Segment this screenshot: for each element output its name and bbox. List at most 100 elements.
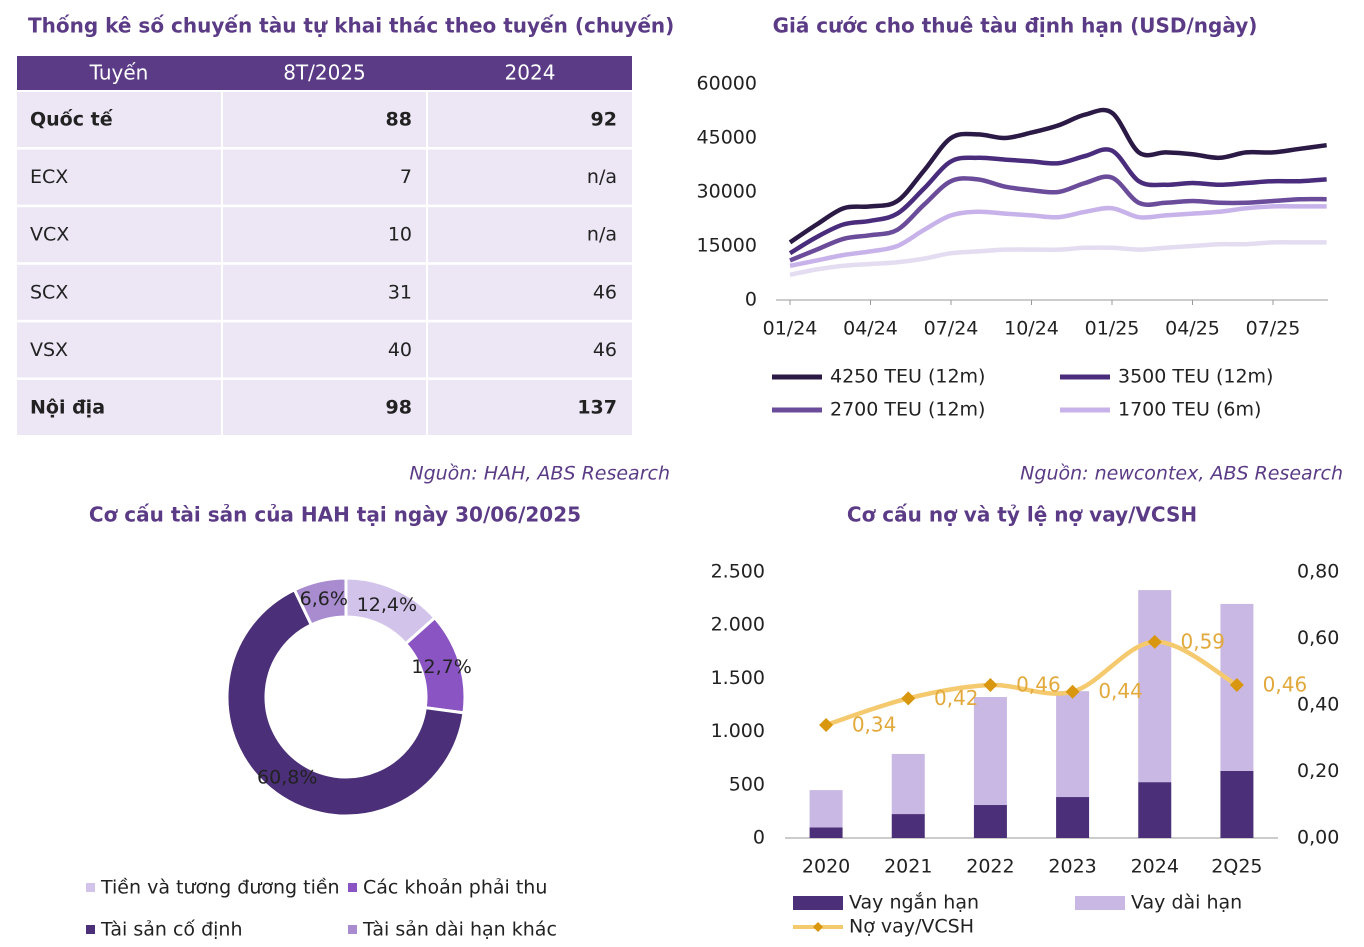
ratio-marker <box>1229 678 1244 693</box>
table-cell <box>17 149 221 205</box>
x-tick-label: 2Q25 <box>1211 856 1262 878</box>
y-tick-label: 1.500 <box>711 667 765 689</box>
series-line <box>789 240 1327 278</box>
legend-label: 1700 TEU (6m) <box>1118 399 1261 421</box>
ratio-line <box>825 639 1239 728</box>
pie-slice <box>225 587 466 818</box>
y-tick-label: 0 <box>753 827 765 849</box>
table-header-bg <box>17 56 632 90</box>
table-cell <box>428 149 632 205</box>
legend-label: Vay ngắn hạn <box>849 891 979 914</box>
table-cell <box>428 264 632 320</box>
table-cell-text: VSX <box>30 339 68 361</box>
table-cell-text: n/a <box>587 166 617 188</box>
data-label: 0,42 <box>934 686 979 710</box>
table-cell <box>17 380 221 435</box>
table-cell <box>428 92 632 147</box>
y2-tick-label: 0,20 <box>1297 760 1339 782</box>
y-tick-label: 2.500 <box>711 561 765 583</box>
x-tick-label: 2024 <box>1131 856 1179 878</box>
x-tick-label: 04/24 <box>843 318 898 340</box>
table-cell <box>223 322 426 378</box>
y-tick-label: 30000 <box>697 181 757 203</box>
table-cell <box>17 207 221 263</box>
series-line <box>789 204 1327 269</box>
legend-swatch <box>86 883 95 892</box>
table-cell-text: Nội địa <box>30 397 105 419</box>
legend-label: 4250 TEU (12m) <box>830 366 985 388</box>
source: Nguồn: HAH, ABS Research <box>409 463 670 485</box>
table-cell <box>223 149 426 205</box>
data-label: 0,46 <box>1016 673 1061 697</box>
chart-title: Cơ cấu nợ và tỷ lệ nợ vay/VCSH <box>847 503 1197 527</box>
table-cell-text: 7 <box>400 166 412 188</box>
y2-tick-label: 0,00 <box>1297 827 1339 849</box>
table-cell <box>428 380 632 435</box>
table-cell <box>223 207 426 263</box>
y-tick-label: 500 <box>729 773 765 795</box>
x-tick-label: 2022 <box>966 856 1014 878</box>
legend-label: Nợ vay/VCSH <box>849 916 974 938</box>
y2-tick-label: 0,80 <box>1297 561 1339 583</box>
table-title: Thống kê số chuyến tàu tự khai thác theo… <box>28 14 674 38</box>
table-cell-text: 46 <box>593 281 617 303</box>
table-header: Tuyến <box>89 61 149 85</box>
x-tick-label: 2021 <box>884 856 932 878</box>
y-tick-label: 45000 <box>697 127 757 149</box>
legend-label: 3500 TEU (12m) <box>1118 366 1273 388</box>
data-label: 0,34 <box>852 712 897 736</box>
table-cell-text: VCX <box>30 224 69 246</box>
y-tick-label: 0 <box>745 289 757 311</box>
table-cell-text: 31 <box>388 281 412 303</box>
table-cell-text: SCX <box>30 281 68 303</box>
table-cell <box>428 322 632 378</box>
table-cell-text: Quốc tế <box>30 108 114 131</box>
bar <box>809 790 843 828</box>
legend-swatch <box>1075 896 1125 910</box>
legend-label: 2700 TEU (12m) <box>830 399 985 421</box>
legend-swatch <box>86 925 95 934</box>
bar <box>973 697 1007 806</box>
ratio-marker <box>901 691 916 706</box>
table-cell-text: n/a <box>587 224 617 246</box>
legend-label: Các khoản phải thu <box>363 877 547 899</box>
series-line <box>788 107 1327 245</box>
bar <box>891 753 925 815</box>
y-tick-label: 15000 <box>697 235 757 257</box>
bar <box>809 827 843 838</box>
y2-tick-label: 0,60 <box>1297 627 1339 649</box>
legend-swatch <box>348 925 357 934</box>
y-tick-label: 1.000 <box>711 720 765 742</box>
slice-label: 60,8% <box>257 766 317 788</box>
table-cell-text: 98 <box>386 397 412 419</box>
table-cell-text: 92 <box>591 109 617 131</box>
legend-label: Tài sản cố định <box>100 919 243 941</box>
table-header: 2024 <box>505 61 556 85</box>
table-cell-text: 46 <box>593 339 617 361</box>
x-tick-label: 04/25 <box>1165 318 1220 340</box>
chart-title: Cơ cấu tài sản của HAH tại ngày 30/06/20… <box>89 503 581 527</box>
table-cell <box>223 264 426 320</box>
x-tick-label: 01/24 <box>763 318 818 340</box>
slice-label: 12,4% <box>357 594 417 616</box>
data-label: 0,59 <box>1180 629 1225 653</box>
data-label: 0,46 <box>1263 673 1308 697</box>
bar <box>1138 590 1172 783</box>
bar <box>891 814 925 838</box>
legend-label: Vay dài hạn <box>1131 892 1242 914</box>
table-cell <box>223 380 426 435</box>
bar <box>1138 782 1172 838</box>
pie-slice <box>292 576 348 627</box>
table-header: 8T/2025 <box>283 61 366 85</box>
legend-marker <box>813 922 823 932</box>
x-tick-label: 10/24 <box>1004 318 1059 340</box>
bar <box>1056 691 1090 798</box>
legend-label: Tiền và tương đương tiền <box>100 877 340 899</box>
legend-label: Tài sản dài hạn khác <box>362 919 557 941</box>
slice-label: 6,6% <box>300 588 348 610</box>
source: Nguồn: newcontex, ABS Research <box>1020 463 1343 485</box>
ratio-marker <box>1065 684 1080 699</box>
table-cell <box>17 322 221 378</box>
